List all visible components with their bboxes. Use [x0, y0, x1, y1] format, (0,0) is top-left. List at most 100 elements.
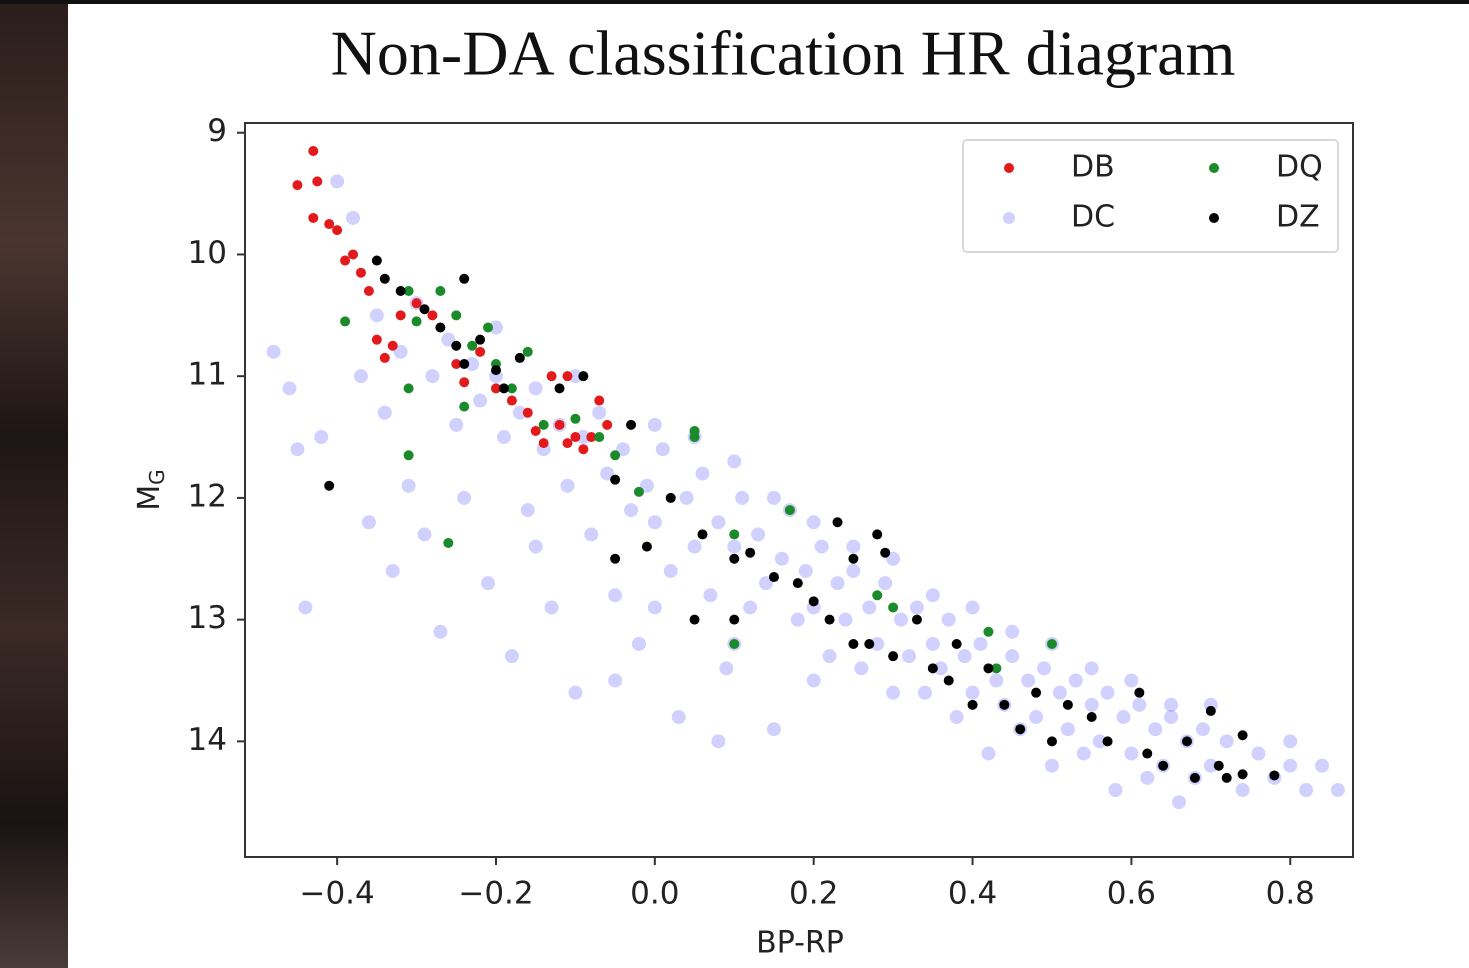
data-point	[361, 515, 376, 530]
data-point	[1195, 722, 1210, 737]
data-point	[671, 710, 686, 725]
data-point	[379, 352, 390, 363]
y-tick-label: 13	[188, 600, 227, 636]
data-point	[1235, 783, 1250, 798]
data-point	[751, 527, 766, 542]
data-point	[522, 407, 533, 418]
data-point	[1283, 734, 1298, 749]
data-point	[687, 539, 702, 554]
data-point	[538, 419, 549, 430]
data-point	[729, 638, 740, 649]
data-point	[1005, 624, 1020, 639]
data-point	[353, 369, 368, 384]
data-point	[592, 405, 607, 420]
data-point	[1021, 673, 1036, 688]
data-point	[459, 401, 470, 412]
data-point	[838, 612, 853, 627]
data-point	[1037, 661, 1052, 676]
data-point	[798, 563, 813, 578]
data-point	[568, 369, 583, 384]
data-point	[862, 600, 877, 615]
data-point	[411, 298, 422, 309]
background-photo	[0, 0, 68, 968]
data-point	[411, 316, 422, 327]
data-point	[759, 576, 774, 591]
data-point	[490, 383, 501, 394]
data-point	[886, 551, 901, 566]
data-point	[522, 346, 533, 357]
data-point	[602, 419, 613, 430]
data-point	[729, 553, 740, 564]
data-point	[957, 649, 972, 664]
data-point	[983, 663, 994, 674]
data-point	[792, 578, 803, 589]
data-point	[925, 588, 940, 603]
data-point	[324, 219, 335, 230]
data-point	[1044, 758, 1059, 773]
data-point	[888, 602, 899, 613]
data-point	[578, 371, 589, 382]
data-point	[340, 255, 351, 266]
data-point	[927, 663, 938, 674]
data-point	[1086, 712, 1097, 723]
x-tick-label: 0.8	[1266, 876, 1315, 912]
data-point	[369, 308, 384, 323]
data-point	[576, 430, 591, 445]
data-point	[451, 310, 462, 321]
y-axis-label: MG	[132, 469, 169, 510]
data-point	[1221, 772, 1232, 783]
data-point	[735, 490, 750, 505]
data-point	[727, 454, 742, 469]
data-point	[1084, 697, 1099, 712]
data-point	[1092, 734, 1107, 749]
data-point	[467, 340, 478, 351]
data-point	[506, 395, 517, 406]
legend-label: DQ	[1276, 150, 1323, 185]
data-point	[387, 340, 398, 351]
y-label-sub: G	[145, 469, 169, 485]
legend-marker	[1209, 213, 1219, 223]
data-point	[308, 212, 319, 223]
data-point	[743, 600, 758, 615]
data-point	[385, 563, 400, 578]
legend: DB DC DQ DZ	[962, 139, 1339, 253]
data-point	[1052, 685, 1067, 700]
data-point	[806, 515, 821, 530]
data-point	[506, 383, 517, 394]
data-point	[951, 638, 962, 649]
data-point	[610, 474, 621, 485]
legend-label: DC	[1071, 200, 1115, 235]
data-point	[449, 417, 464, 432]
data-point	[774, 551, 789, 566]
data-point	[854, 661, 869, 676]
data-point	[848, 553, 859, 564]
data-point	[1205, 705, 1216, 716]
data-point	[1189, 772, 1200, 783]
data-point	[578, 444, 589, 455]
data-point	[981, 746, 996, 761]
data-point	[639, 478, 654, 493]
data-point	[312, 176, 323, 187]
data-point	[560, 478, 575, 493]
data-point	[1269, 770, 1280, 781]
data-point	[435, 322, 446, 333]
data-point	[568, 685, 583, 700]
data-point	[1237, 769, 1248, 780]
data-point	[1084, 661, 1099, 676]
data-point	[729, 529, 740, 540]
y-tick-label: 14	[188, 722, 227, 758]
data-point	[655, 442, 670, 457]
legend-label: DB	[1071, 150, 1115, 185]
data-point	[594, 395, 605, 406]
data-point	[711, 734, 726, 749]
data-point	[393, 344, 408, 359]
data-point	[475, 346, 486, 357]
x-tick-label: −0.2	[458, 876, 533, 912]
data-point	[314, 430, 329, 445]
data-point	[355, 267, 366, 278]
data-point	[483, 322, 494, 333]
data-point	[745, 547, 756, 558]
data-point	[1237, 730, 1248, 741]
x-tick-label: 0.6	[1107, 876, 1156, 912]
data-point	[1015, 724, 1026, 735]
